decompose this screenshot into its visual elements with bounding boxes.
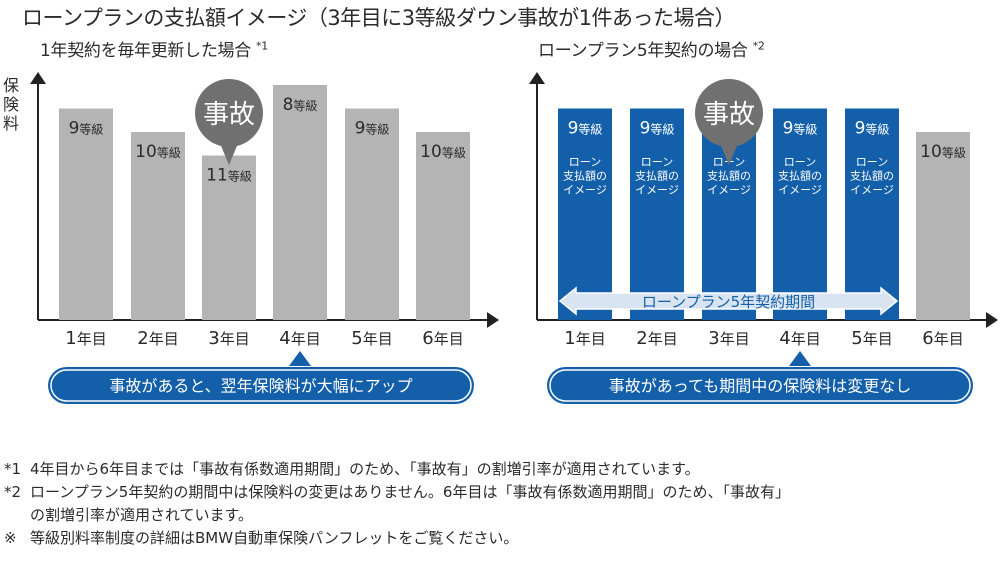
chart2-bar-inner-label: イメージ [778, 184, 822, 197]
chart2-bar [558, 108, 612, 320]
chart1-bar-label: 8等級 [283, 95, 318, 115]
chart2-note-pill [547, 367, 973, 404]
chart2-subtitle: ローンプラン5年契約の場合 *2 [538, 39, 765, 61]
chart2-bar-inner-label: 支払額の [563, 169, 607, 183]
chart1-bar-label: 9等級 [355, 119, 390, 139]
chart2-bar-inner-label: イメージ [563, 184, 607, 197]
chart2-note-arrow [789, 351, 811, 366]
chart1-bar [202, 155, 256, 320]
chart1-x-tick: 1年目 [65, 328, 106, 349]
chart2-bar-inner-label: イメージ [707, 184, 751, 197]
chart1-bar [345, 108, 399, 320]
chart1-bubble-tail [219, 141, 239, 165]
chart2-bar [773, 108, 827, 320]
chart1-bar-label: 10等級 [420, 142, 466, 162]
chart1-bubble-label: 事故 [203, 100, 255, 130]
chart1-x-tick: 4年目 [279, 328, 320, 349]
chart2-bar-label: 9等級 [640, 119, 675, 139]
chart1-bar-label: 11等級 [206, 166, 252, 186]
chart2-x-tick: 3年目 [708, 328, 749, 349]
chart2-bar-inner-label: 支払額の [707, 169, 751, 183]
chart1-bar [416, 132, 470, 320]
chart2-bar-label: 9等級 [783, 119, 818, 139]
footnote-1: *1 4年目から6年目までは「事故有係数適用期間」のため、「事故有」の割増引率が適… [4, 460, 700, 478]
chart2-x-tick: 4年目 [779, 328, 820, 349]
chart2-bar-label: 9等級 [568, 119, 603, 139]
chart1-note-pill-inner [50, 369, 472, 402]
chart1-x-tick: 6年目 [422, 328, 463, 349]
chart2-bar [916, 132, 970, 320]
chart2-y-axis-arrow [529, 72, 545, 84]
chart1-bar-label: 10等級 [135, 142, 181, 162]
chart1-x-tick: 2年目 [137, 328, 178, 349]
chart2-bar-label: 10等級 [920, 142, 966, 162]
chart1-bar [59, 108, 113, 320]
chart2-note-text: 事故があっても期間中の保険料は変更なし [609, 377, 911, 396]
chart1-bubble-circle [195, 79, 263, 147]
chart2-bar-inner-label: ローン [856, 156, 888, 169]
chart1-x-axis-arrow [487, 312, 499, 328]
chart2-x-tick: 2年目 [636, 328, 677, 349]
footnote-2-cont: の割増引率が適用されています。 [30, 506, 254, 524]
chart2-bar-inner-label: 支払額の [778, 169, 822, 183]
chart2-bubble-tail [719, 141, 739, 165]
chart1-note-text: 事故があると、翌年保険料が大幅にアップ [109, 377, 412, 396]
chart1-note-arrow [289, 351, 311, 366]
chart2-x-tick: 1年目 [564, 328, 605, 349]
chart2-period-arrow [558, 286, 899, 316]
chart1-subtitle: 1年契約を毎年更新した場合 *1 [40, 39, 268, 61]
chart1-x-tick: 5年目 [351, 328, 392, 349]
chart2-x-axis-arrow [986, 312, 998, 328]
chart2-bar-inner-label: イメージ [850, 184, 894, 197]
chart2-period-label: ローンプラン5年契約期間 [642, 293, 815, 311]
chart1-accident-bubble: 事故 [195, 79, 263, 165]
chart2-bar-inner-label: 支払額の [635, 169, 679, 183]
chart2-note-pill-inner [549, 369, 971, 402]
y-axis-label: 保険料 [3, 76, 20, 133]
chart1-bar [273, 85, 327, 320]
chart2-bar-inner-label: 支払額の [850, 169, 894, 183]
chart1-svg: 9等級1年目10等級2年目11等級3年目8等級4年目9等級5年目10等級6年目事… [30, 72, 499, 404]
chart2-x-tick: 6年目 [922, 328, 963, 349]
chart1-note-pill [48, 367, 474, 404]
chart2-bar [845, 108, 899, 320]
chart2-bubble-circle [695, 79, 763, 147]
chart2-bar-inner-label: ローン [569, 156, 601, 169]
page-title: ローンプランの支払額イメージ（3年目に3等級ダウン事故が1件あった場合） [22, 6, 735, 30]
footnote-2: *2 ローンプラン5年契約の期間中は保険料の変更はありません。6年目は「事故有係数… [4, 483, 790, 501]
footnote-3: ※ 等級別料率制度の詳細はBMW自動車保険パンフレットをご覧ください。 [4, 529, 519, 547]
chart2-bar-inner-label: イメージ [635, 184, 679, 197]
chart2-accident-bubble: 事故 [695, 79, 763, 165]
chart2-bar-inner-label: ローン [641, 156, 673, 169]
chart1-bar [131, 132, 185, 320]
footnotes: *1 4年目から6年目までは「事故有係数適用期間」のため、「事故有」の割増引率が適… [4, 458, 996, 550]
chart2-bar-inner-label: ローン [784, 156, 816, 169]
chart1-x-tick: 3年目 [208, 328, 249, 349]
chart2-svg: 9等級ローン支払額のイメージ1年目9等級ローン支払額のイメージ2年目9等級ローン… [529, 72, 998, 404]
chart1-bar-label: 9等級 [69, 119, 104, 139]
chart2-bar-label: 9等級 [855, 119, 890, 139]
chart1-y-axis-arrow [30, 72, 46, 84]
chart2-x-tick: 5年目 [851, 328, 892, 349]
chart2-bubble-label: 事故 [703, 100, 755, 130]
chart2-bar [630, 108, 684, 320]
